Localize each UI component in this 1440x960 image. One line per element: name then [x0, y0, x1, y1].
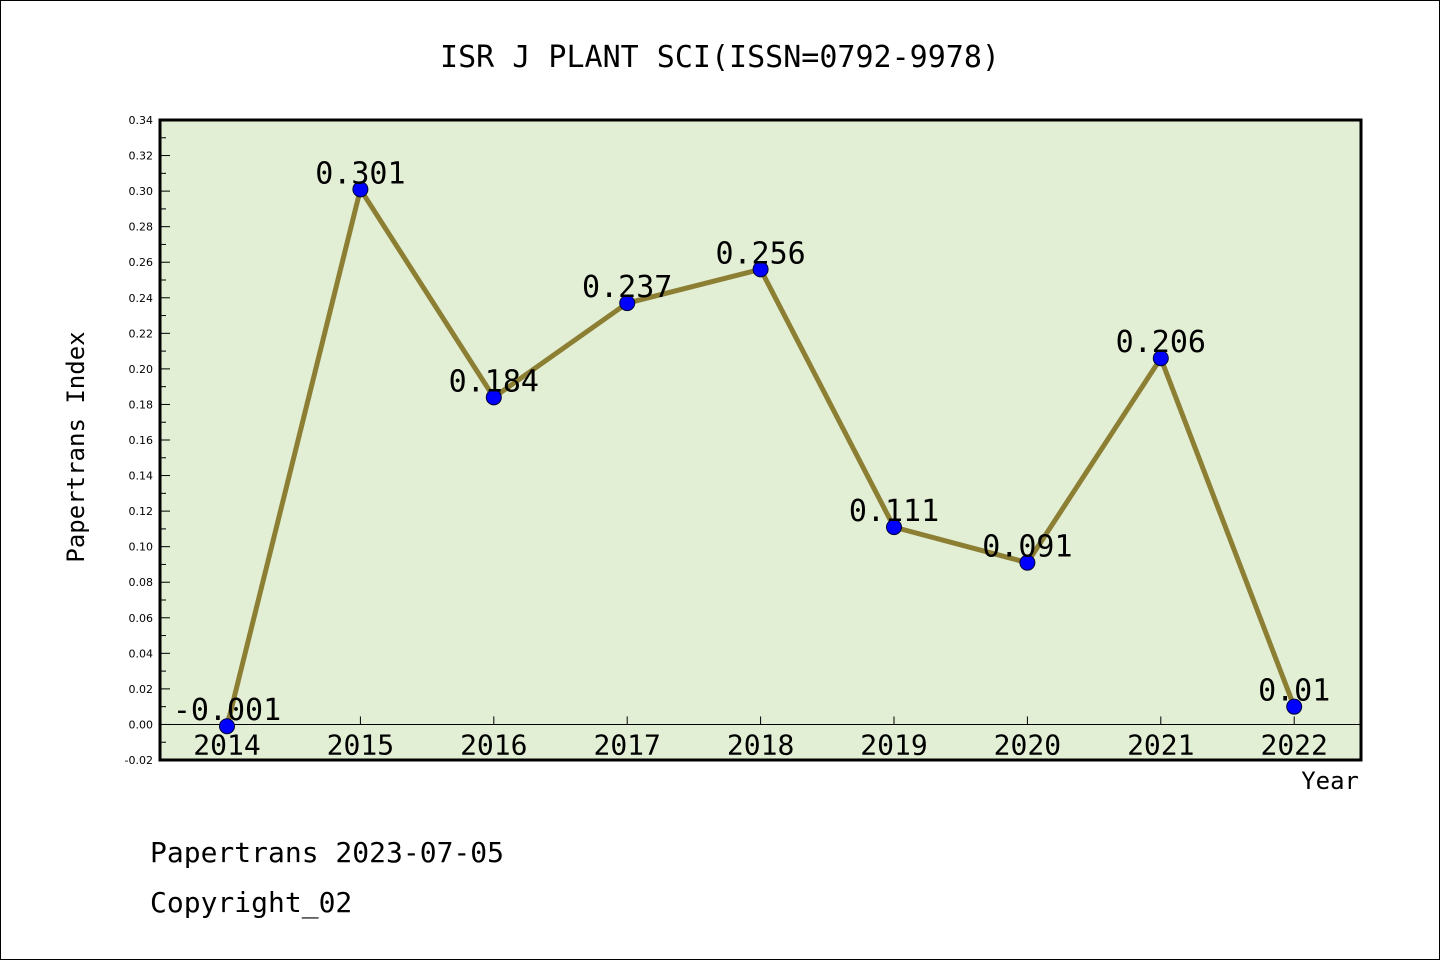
y-tick-label: 0.22: [129, 327, 154, 340]
y-tick-label: 0.32: [129, 150, 154, 163]
plot-border: [158, 118, 1363, 762]
y-axis-label: Papertrans Index: [62, 331, 90, 562]
y-tick-label: 0.06: [129, 612, 154, 625]
plot-area: [160, 120, 1361, 760]
data-labels: -0.001 0.301 0.184 0.237 0.256 0.111 0.091 0.20…: [173, 156, 1331, 728]
y-tick-label: 0.28: [129, 221, 154, 234]
data-label: 0.091: [982, 530, 1072, 565]
y-tick-label: -0.02: [125, 754, 153, 767]
data-point: [485, 389, 502, 406]
data-points: [219, 181, 1303, 735]
x-axis-label: Year: [1301, 767, 1359, 795]
chart-title: ISR J PLANT SCI(ISSN=0792-9978): [440, 40, 1000, 75]
y-tick-label: 0.12: [129, 505, 154, 518]
x-axis: 2014 2015 2016 2017 2018 2019 2020 2021 2022: [193, 716, 1328, 761]
x-tick-label: 2022: [1260, 728, 1327, 761]
data-label: 0.184: [449, 364, 539, 399]
y-tick-label: 0.10: [129, 541, 154, 554]
data-label: 0.01: [1258, 674, 1330, 709]
data-label: 0.206: [1116, 325, 1206, 360]
x-tick-label: 2017: [593, 728, 660, 761]
data-point: [1152, 350, 1169, 367]
y-tick-label: 0.02: [129, 683, 154, 696]
data-point: [1019, 554, 1036, 571]
y-tick-label: 0.00: [129, 718, 154, 731]
data-label: 0.111: [849, 494, 939, 529]
data-point: [352, 181, 369, 198]
x-tick-label: 2016: [460, 728, 527, 761]
y-tick-label: 0.04: [129, 647, 154, 660]
data-point: [219, 718, 235, 735]
y-tick-label: 0.30: [129, 185, 154, 198]
data-label: 0.256: [715, 236, 805, 271]
y-tick-label: 0.26: [129, 256, 154, 269]
x-tick-label: 2018: [727, 728, 794, 761]
footer-date: Papertrans 2023-07-05: [150, 836, 505, 869]
footer-copyright: Copyright_02: [150, 886, 353, 919]
y-tick-label: 0.24: [129, 292, 154, 305]
x-tick-label: 2021: [1127, 728, 1194, 761]
y-tick-label: 0.16: [129, 434, 154, 447]
y-tick-label: 0.34: [129, 114, 154, 127]
data-point: [1286, 698, 1303, 715]
data-point: [619, 295, 636, 312]
x-tick-label: 2019: [860, 728, 927, 761]
y-tick-label: 0.18: [129, 398, 154, 411]
x-tick-label: 2015: [327, 728, 394, 761]
data-point: [752, 261, 769, 278]
data-label: 0.237: [582, 270, 672, 305]
data-point: [886, 519, 902, 536]
y-tick-label: 0.20: [129, 363, 154, 376]
x-tick-label: 2020: [994, 728, 1061, 761]
y-axis: -0.02 0.00 0.02 0.04 0.06 0.08 0.10 0.12 0.14 0.1…: [125, 114, 1361, 767]
data-label: 0.301: [315, 156, 405, 191]
y-tick-label: 0.08: [129, 576, 154, 589]
data-label: -0.001: [173, 693, 281, 728]
y-tick-label: 0.14: [129, 470, 154, 483]
